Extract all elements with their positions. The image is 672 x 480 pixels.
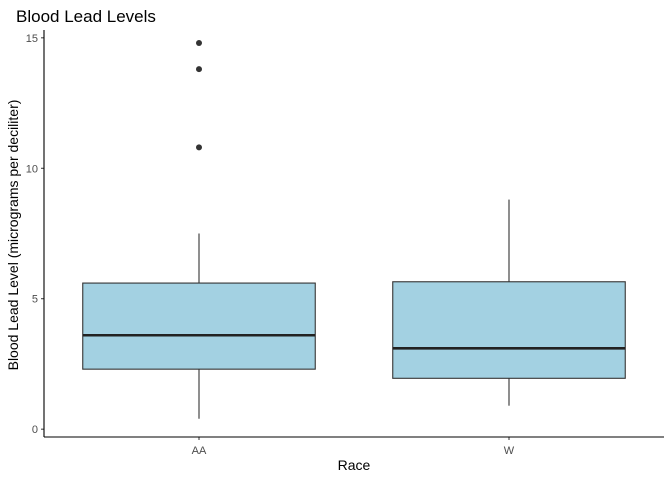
box-W xyxy=(392,281,626,379)
y-axis-title: Blood Lead Level (micrograms per decilit… xyxy=(5,100,21,371)
y-tick-label: 15 xyxy=(26,33,38,45)
y-tick-label: 0 xyxy=(32,424,38,436)
box-AA xyxy=(82,282,316,370)
outlier-point xyxy=(196,66,202,73)
x-axis-title: Race xyxy=(338,457,371,473)
outlier-point xyxy=(196,40,202,47)
outlier-point xyxy=(196,144,202,151)
y-tick-label: 5 xyxy=(32,294,38,306)
plot-area: 0 5 10 15 AA W xyxy=(26,30,664,457)
x-tick-label: AA xyxy=(192,445,207,457)
y-tick-label: 10 xyxy=(26,163,38,175)
chart-title: Blood Lead Levels xyxy=(16,7,156,26)
x-tick-label: W xyxy=(504,445,515,457)
